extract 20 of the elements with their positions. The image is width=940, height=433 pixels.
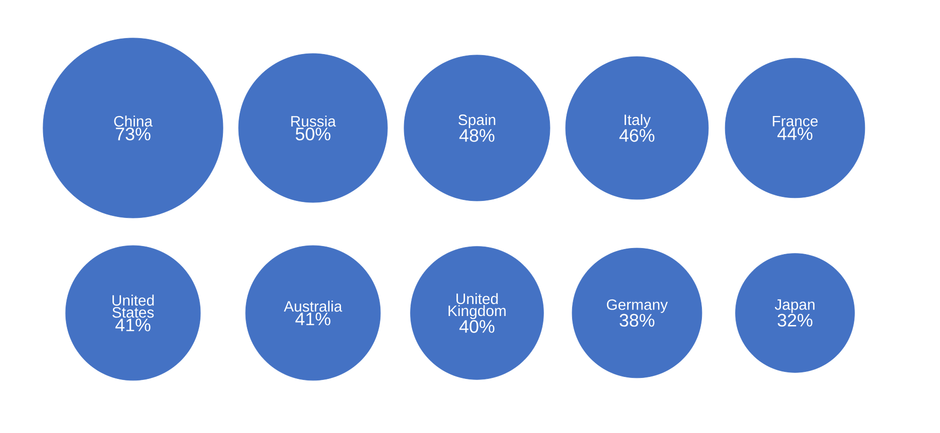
category-label: France: [772, 116, 818, 126]
category-label: Germany: [606, 299, 668, 313]
category-label: Spain: [458, 114, 496, 128]
data-label: 40%: [459, 320, 494, 333]
data-label: 48%: [459, 129, 494, 142]
category-label: China: [114, 116, 153, 127]
data-label: 44%: [777, 127, 812, 140]
data-label: 32%: [778, 314, 812, 327]
data-label: 50%: [296, 128, 330, 140]
category-label: Japan: [774, 299, 814, 313]
category-label: Russia: [291, 116, 336, 127]
category-label: United Kingdom: [448, 293, 506, 320]
data-label: 46%: [619, 129, 654, 142]
data-label: 38%: [620, 314, 654, 327]
category-label: United States: [112, 294, 154, 318]
category-label: Italy: [624, 114, 651, 128]
data-label: 41%: [115, 318, 150, 332]
category-label: Australia: [284, 300, 342, 312]
data-label: 73%: [116, 128, 150, 140]
data-label: 41%: [295, 312, 330, 326]
